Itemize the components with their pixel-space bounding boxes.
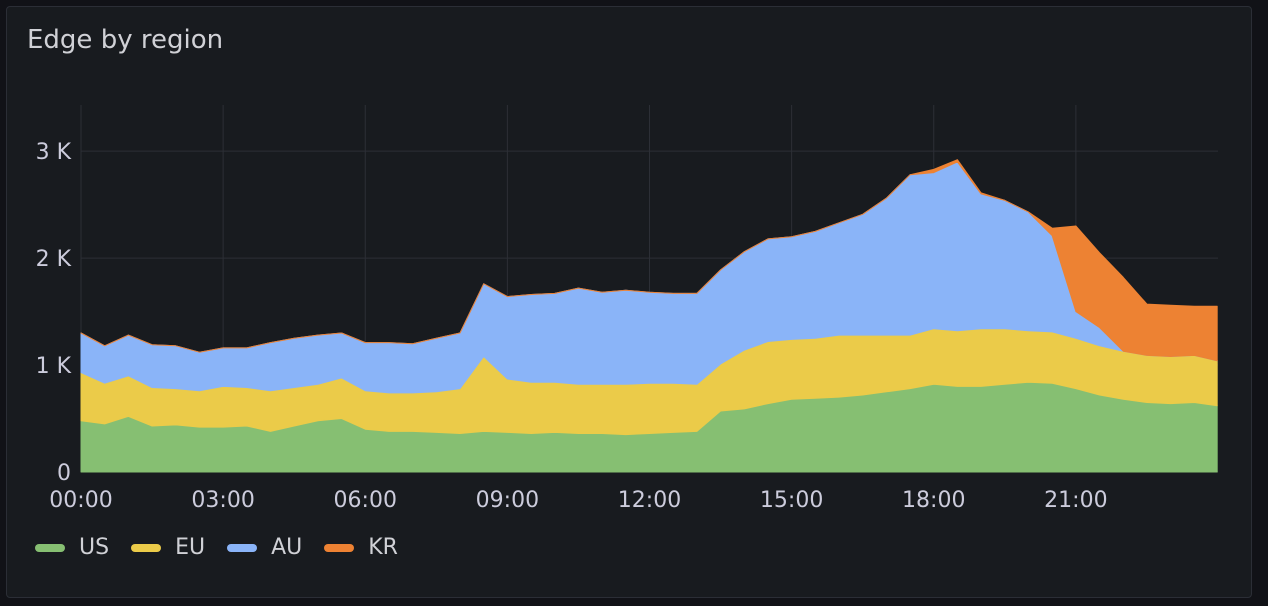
x-tick-label: 18:00 — [902, 488, 965, 513]
x-tick-label: 12:00 — [618, 488, 681, 513]
series-area-kr[interactable] — [80, 159, 1218, 362]
x-tick-label: 09:00 — [476, 488, 539, 513]
legend-swatch — [131, 543, 162, 552]
legend-item-us[interactable]: US — [35, 535, 109, 560]
x-tick-label: 06:00 — [334, 488, 397, 513]
y-tick-label: 0 — [57, 461, 71, 486]
legend-label: US — [79, 535, 110, 560]
x-tick-label: 21:00 — [1044, 488, 1107, 513]
x-tick-label: 03:00 — [191, 488, 254, 513]
y-tick-label: 3 K — [36, 140, 72, 165]
legend-item-kr[interactable]: KR — [324, 535, 398, 560]
legend-label: EU — [175, 535, 206, 560]
legend-label: KR — [368, 535, 398, 560]
legend-swatch — [324, 543, 355, 552]
series-areas — [80, 159, 1218, 473]
stacked-area-chart: 0 1 K 2 K 3 K 00:00 03:00 06:00 09:00 12:00 15:00… — [36, 105, 1218, 513]
legend-item-eu[interactable]: EU — [131, 535, 205, 560]
legend-swatch — [35, 543, 65, 552]
y-tick-label: 2 K — [36, 247, 72, 272]
legend-swatch — [227, 543, 258, 552]
legend: US EU AU KR — [35, 535, 420, 560]
legend-item-au[interactable]: AU — [227, 535, 302, 560]
panel-title[interactable]: Edge by region — [27, 25, 224, 55]
legend-label: AU — [271, 535, 303, 560]
x-tick-label: 00:00 — [49, 488, 112, 513]
chart-panel: Edge by region 0 1 K 2 K 3 K 00:00 03:00 06:00… — [6, 6, 1252, 598]
y-tick-label: 1 K — [36, 354, 72, 379]
axis-ticks: 0 1 K 2 K 3 K 00:00 03:00 06:00 09:00 12:00 15:00… — [36, 140, 1108, 513]
x-tick-label: 15:00 — [760, 488, 823, 513]
